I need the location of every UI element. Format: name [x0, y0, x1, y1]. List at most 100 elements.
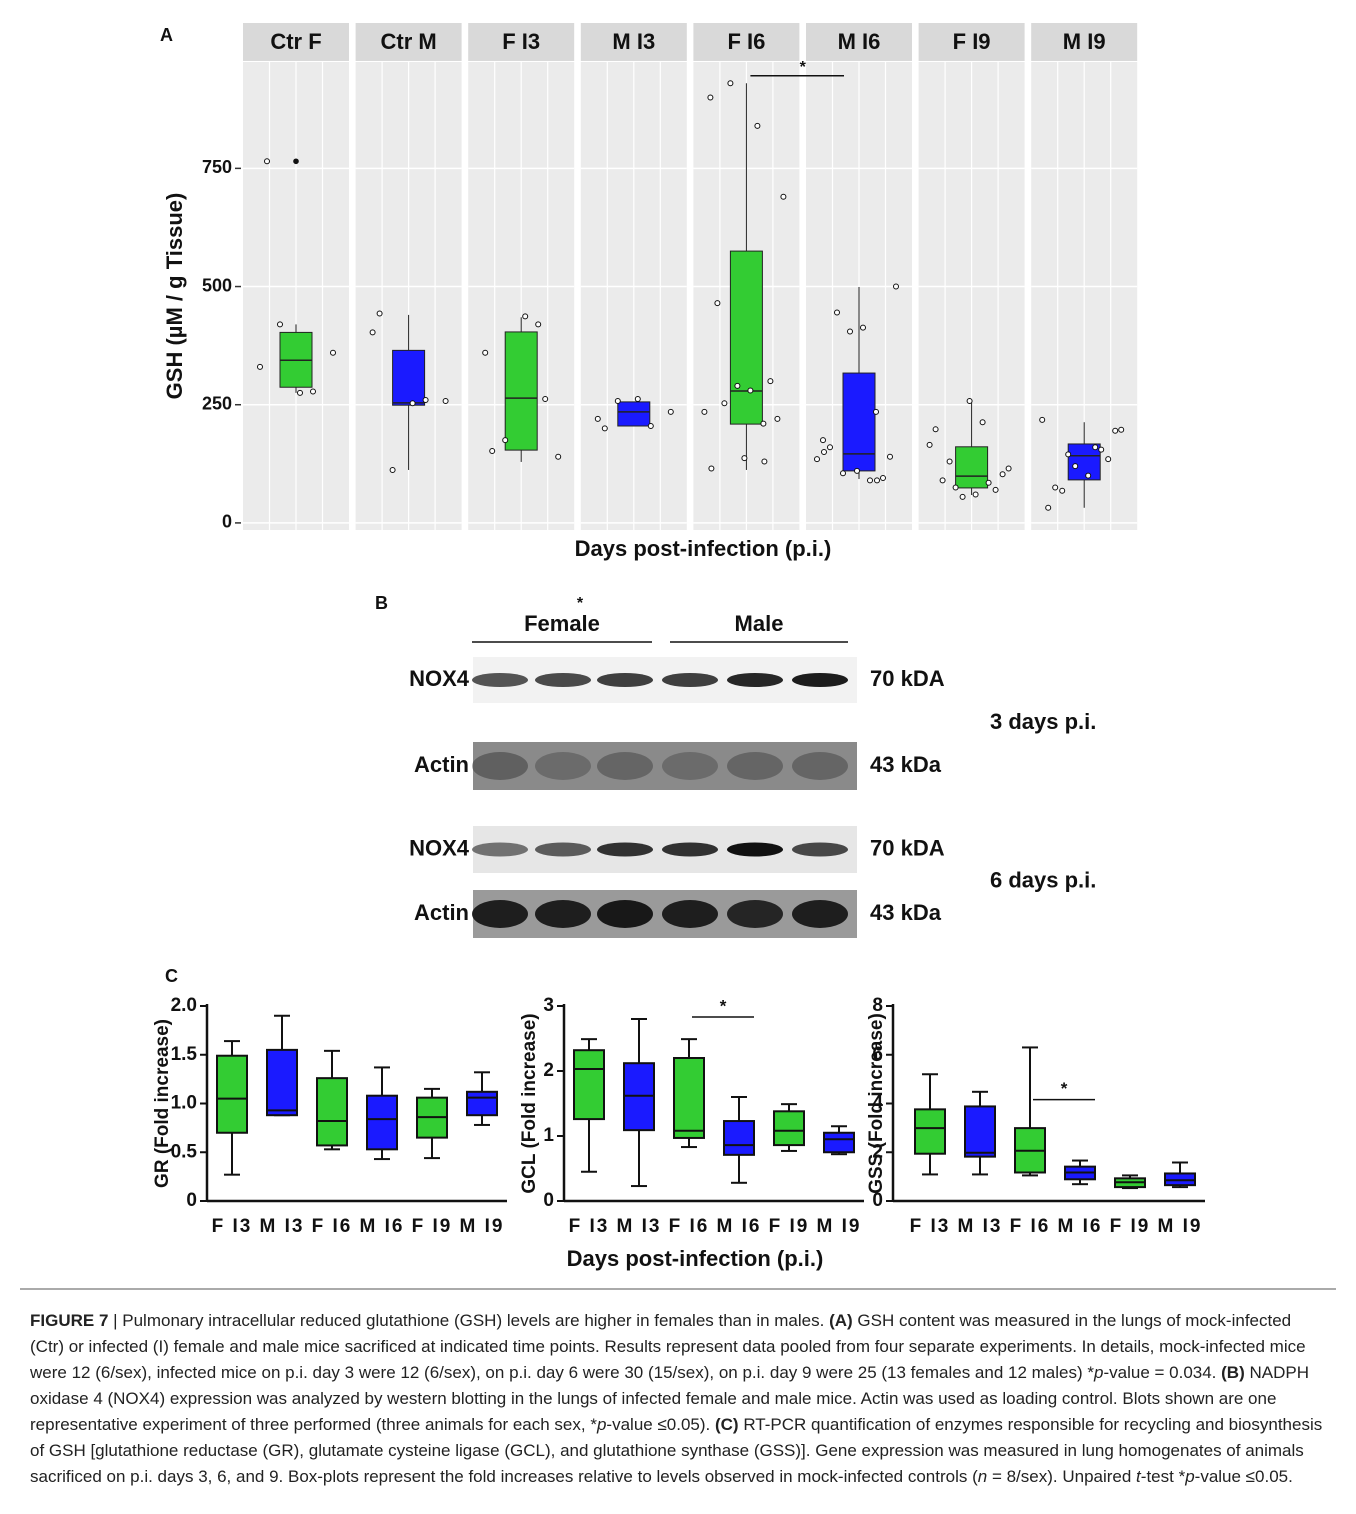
significance-star: * — [800, 59, 807, 76]
box — [956, 447, 988, 488]
blot-band — [792, 900, 848, 928]
box — [774, 1111, 804, 1145]
y-tick-label: 0 — [543, 1190, 554, 1211]
data-point — [556, 454, 561, 459]
outlier — [293, 158, 299, 164]
data-point — [483, 350, 488, 355]
caption-text: (A) — [829, 1311, 853, 1330]
blot-band — [597, 843, 653, 857]
blot-band — [662, 752, 718, 780]
y-tick-label: 4 — [872, 1093, 883, 1114]
data-point — [390, 467, 395, 472]
x-tick-label: F I9 — [1110, 1216, 1151, 1237]
box — [393, 350, 425, 405]
data-point — [503, 438, 508, 443]
facet-label: Ctr F — [270, 29, 321, 54]
data-point — [874, 409, 879, 414]
facet-label: F I6 — [727, 29, 765, 54]
x-tick-label: F I6 — [1010, 1216, 1051, 1237]
blot-band — [535, 900, 591, 928]
data-point — [875, 478, 880, 483]
data-point — [855, 468, 860, 473]
significance-star: * — [1061, 1079, 1068, 1098]
data-point — [370, 330, 375, 335]
blot-band — [472, 900, 528, 928]
data-point — [861, 325, 866, 330]
data-point — [595, 416, 600, 421]
data-point — [1099, 447, 1104, 452]
x-tick-label: M I9 — [460, 1216, 505, 1237]
data-point — [1093, 445, 1098, 450]
data-point — [960, 494, 965, 499]
data-point — [311, 389, 316, 394]
data-point — [894, 284, 899, 289]
data-point — [1060, 488, 1065, 493]
size-label: 43 kDa — [870, 752, 942, 777]
facet-label: Ctr M — [380, 29, 436, 54]
caption-text: -value ≤0.05. — [1195, 1467, 1293, 1486]
data-point — [648, 424, 653, 429]
facet-label: F I9 — [953, 29, 991, 54]
data-point — [933, 427, 938, 432]
data-point — [278, 322, 283, 327]
x-tick-label: M I6 — [717, 1216, 762, 1237]
data-point — [781, 194, 786, 199]
data-point — [815, 457, 820, 462]
caption-text: p — [1185, 1467, 1194, 1486]
y-tick-label: 750 — [202, 157, 232, 177]
data-point — [1119, 427, 1124, 432]
x-tick-label: F I9 — [769, 1216, 810, 1237]
page: AGSH (µM / g Tissue)Days post-infection … — [0, 0, 1356, 1514]
box — [467, 1092, 497, 1115]
x-tick-label: M I9 — [817, 1216, 862, 1237]
protein-label: NOX4 — [409, 835, 470, 860]
data-point — [980, 420, 985, 425]
data-point — [1066, 452, 1071, 457]
caption-text: n — [978, 1467, 987, 1486]
data-point — [298, 390, 303, 395]
data-point — [709, 466, 714, 471]
blot-band — [597, 900, 653, 928]
timepoint-label: 6 days p.i. — [990, 868, 1096, 893]
blot-band — [472, 752, 528, 780]
data-point — [768, 379, 773, 384]
data-point — [986, 480, 991, 485]
data-point — [490, 449, 495, 454]
data-point — [953, 485, 958, 490]
data-point — [1113, 428, 1118, 433]
data-point — [602, 426, 607, 431]
y-tick-label: 3 — [543, 995, 554, 1016]
data-point — [543, 397, 548, 402]
data-point — [822, 450, 827, 455]
data-point — [927, 442, 932, 447]
y-tick-label: 0 — [186, 1190, 197, 1211]
box — [505, 332, 537, 450]
data-point — [742, 456, 747, 461]
data-point — [841, 471, 846, 476]
y-tick-label: 1.0 — [171, 1093, 197, 1114]
x-tick-label: F I3 — [212, 1216, 253, 1237]
data-point — [1040, 417, 1045, 422]
data-point — [536, 322, 541, 327]
significance-star: * — [720, 997, 727, 1016]
data-point — [762, 459, 767, 464]
blot-band — [727, 673, 783, 687]
data-point — [881, 476, 886, 481]
data-point — [828, 445, 833, 450]
data-point — [331, 350, 336, 355]
protein-label: Actin — [414, 900, 469, 925]
blot-band — [535, 752, 591, 780]
data-point — [668, 409, 673, 414]
panel-label: B — [375, 593, 388, 613]
caption-text: = 8/sex). Unpaired — [987, 1467, 1136, 1486]
y-tick-label: 1 — [543, 1125, 554, 1146]
box — [965, 1106, 995, 1156]
data-point — [947, 459, 952, 464]
box — [843, 373, 875, 471]
box — [367, 1096, 397, 1150]
blot-band — [727, 752, 783, 780]
facet-label: M I9 — [1063, 29, 1106, 54]
x-tick-label: M I9 — [1158, 1216, 1203, 1237]
blot-band — [535, 843, 591, 857]
